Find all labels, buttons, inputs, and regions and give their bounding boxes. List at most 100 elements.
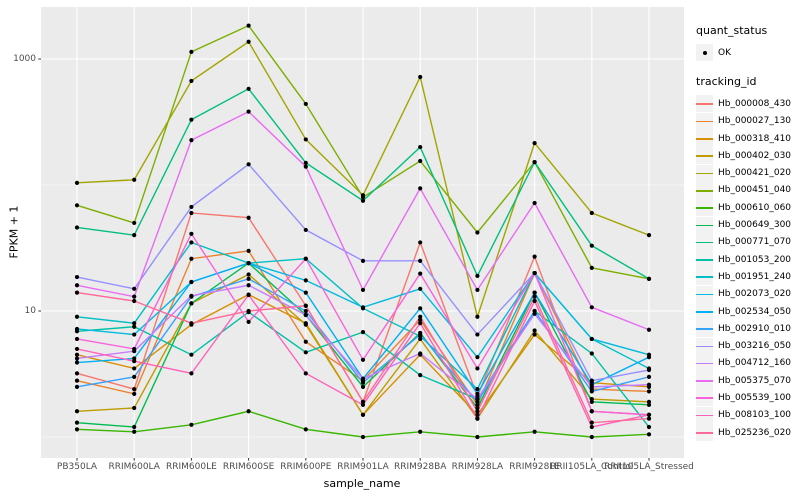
data-point [303,308,308,314]
data-point [132,391,137,396]
series-color-line-icon [696,397,713,400]
series-color-line-icon [696,120,713,123]
data-point [74,314,80,319]
legend-item-Hb_001951_240: Hb_001951_240 [696,268,800,286]
legend-item-label: Hb_001053_200 [718,254,792,265]
data-point [475,332,480,337]
y-tick-label: 1000 [13,54,36,64]
data-point [360,330,366,335]
data-point [532,311,537,316]
series-color-line-icon [696,224,713,227]
data-point [589,424,594,430]
data-point [189,78,194,84]
legend-item-Hb_000402_030: Hb_000402_030 [696,147,800,165]
data-point [74,336,80,342]
legend-tracking-id-items: Hb_000008_430 Hb_000027_130 Hb_000318_410 H… [696,95,800,442]
data-point [475,416,480,421]
data-point [303,164,308,169]
data-point [360,198,366,203]
legend-item-label: OK [718,47,731,58]
data-point [418,317,423,322]
data-point [246,319,251,324]
data-point [532,429,537,434]
series-color-line-icon [696,276,713,278]
data-point [532,270,537,276]
data-point [418,332,423,337]
data-point [303,290,308,295]
legend-key-line-icon [696,199,713,217]
data-point [589,378,594,383]
data-point [646,367,652,373]
data-point [132,346,137,352]
data-point [532,290,537,295]
legend-item-label: Hb_025236_020 [718,427,792,438]
legend-key-line-icon [696,406,713,424]
y-axis-title: FPKM + 1 [7,205,21,259]
data-point [74,371,80,376]
data-point [74,225,80,230]
data-point [589,384,594,389]
data-point [189,117,194,122]
data-point [303,322,308,327]
data-point [189,210,194,216]
data-point [418,74,423,80]
data-point [475,409,480,414]
data-point [303,256,308,261]
legend-item-Hb_002534_050: Hb_002534_050 [696,303,800,320]
legend-item-Hb_000318_410: Hb_000318_410 [696,130,800,148]
x-tick-label-RRIM928LA: RRIM928LA [451,462,504,472]
legend-item-label: Hb_002534_050 [718,306,792,317]
legend-key-line-icon [696,268,713,286]
data-point [532,159,537,165]
legend-tracking-id-title: tracking_id [696,75,757,89]
legend-item-label: Hb_000318_410 [718,133,792,144]
legend-item-Hb_003216_050: Hb_003216_050 [696,337,800,355]
legend-item-label: Hb_000027_130 [718,116,792,127]
data-point [303,371,308,376]
legend-item-label: Hb_000649_300 [718,220,792,231]
series-color-line-icon [696,380,713,382]
data-point [74,290,80,295]
data-point [646,233,652,238]
data-point [360,258,366,263]
legend-key-line-icon [696,216,713,234]
data-point [360,376,366,381]
legend-item-label: Hb_000421_020 [718,168,792,179]
data-point [589,409,594,414]
data-point [246,276,251,281]
series-color-line-icon [696,345,713,348]
data-point [532,332,537,337]
data-point [418,158,423,164]
data-point [475,366,480,371]
legend-item-label: Hb_004712_160 [718,358,792,369]
legend-item-label: Hb_002073_020 [718,289,792,300]
x-tick-label-RRIM600LA: RRIM600LA [108,462,160,472]
legend-key-line-icon [696,251,713,269]
data-point [589,243,594,248]
data-point [303,339,308,344]
data-point [74,360,80,365]
data-point [532,294,537,299]
data-point [646,389,652,394]
legend-key-line-icon [696,372,713,390]
data-point [303,137,308,142]
data-point [74,283,80,288]
data-point [246,283,251,288]
data-point [360,305,366,310]
data-point [246,260,251,266]
legend-item-Hb_000421_020: Hb_000421_020 [696,164,800,182]
data-point [646,424,652,430]
data-point [475,434,480,440]
data-point [189,301,194,306]
data-point [589,336,594,342]
data-point [589,420,594,425]
data-point [246,109,251,114]
data-point [418,306,423,311]
x-tick-label-RRIM928BA: RRIM928BA [393,462,447,472]
data-point [475,314,480,319]
data-point [74,420,80,425]
series-color-line-icon [696,259,713,261]
x-axis-title: sample_name [323,477,401,490]
legend-item-Hb_004712_160: Hb_004712_160 [696,354,800,372]
